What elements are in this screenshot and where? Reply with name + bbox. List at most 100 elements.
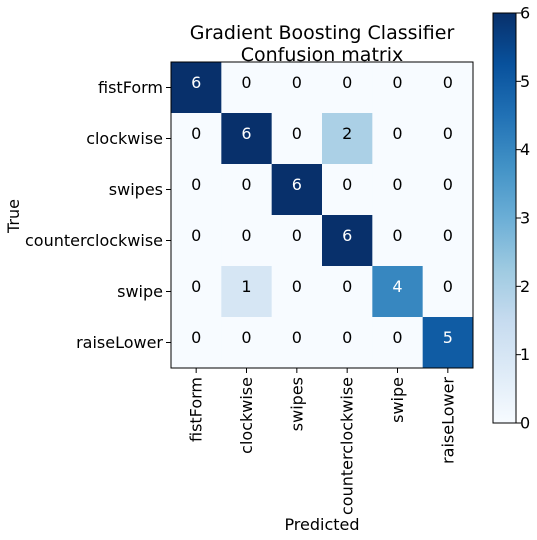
heatmap-cell-5-5 xyxy=(422,317,474,369)
cell-value-label: 0 xyxy=(443,175,453,194)
heatmap-cell-1-0 xyxy=(171,113,222,165)
cell-value-label: 0 xyxy=(241,175,251,194)
heatmap-cell-4-2 xyxy=(271,266,323,318)
heatmap-cell-2-5 xyxy=(422,164,474,216)
heatmap-cell-1-2 xyxy=(271,113,323,165)
colorbar-ticks: 0 1 2 3 4 5 6 xyxy=(516,4,530,433)
heatmap-cell-3-0 xyxy=(171,215,222,267)
heatmap-cell-4-1 xyxy=(221,266,273,318)
x-tick-label: clockwise xyxy=(237,377,256,454)
cell-value-label: 0 xyxy=(392,175,402,194)
cell-value-label: 0 xyxy=(191,175,201,194)
chart-title: Gradient Boosting Classifier xyxy=(190,22,455,44)
heatmap-cell-2-0 xyxy=(171,164,222,216)
heatmap-cell-0-5 xyxy=(422,62,474,114)
chart-subtitle: Confusion matrix xyxy=(241,44,403,66)
cell-value-label: 0 xyxy=(292,73,302,92)
heatmap-cell-5-2 xyxy=(271,317,323,369)
cell-value-label: 0 xyxy=(191,226,201,245)
plot-frame xyxy=(170,61,474,369)
cell-value-label: 0 xyxy=(392,226,402,245)
cell-value-label: 6 xyxy=(342,226,352,245)
y-tick-labels: fistForm clockwise swipes counterclockwise s… xyxy=(25,78,171,352)
cell-value-label: 0 xyxy=(191,124,201,143)
y-axis-label: True xyxy=(4,199,23,234)
cell-value-label: 1 xyxy=(241,277,251,296)
y-tick-label: clockwise xyxy=(86,129,163,148)
y-tick-label: counterclockwise xyxy=(25,231,163,250)
cell-value-label: 0 xyxy=(342,175,352,194)
heatmap-cell-2-4 xyxy=(372,164,424,216)
cell-value-label: 0 xyxy=(342,328,352,347)
colorbar-tick-label: 1 xyxy=(520,345,530,364)
colorbar-tick-label: 6 xyxy=(520,4,530,23)
cell-value-label: 0 xyxy=(392,328,402,347)
cell-value-label: 0 xyxy=(342,277,352,296)
heatmap-cell-4-0 xyxy=(171,266,222,318)
cell-value-label: 6 xyxy=(241,124,251,143)
heatmap-cell-5-1 xyxy=(221,317,273,369)
heatmap-cell-3-2 xyxy=(271,215,323,267)
heatmap-cell-0-3 xyxy=(322,62,373,114)
heatmap-cell-3-5 xyxy=(422,215,474,267)
heatmap-cell-0-1 xyxy=(221,62,273,114)
colorbar-tick-label: 3 xyxy=(520,209,530,228)
heatmap-cell-0-2 xyxy=(271,62,323,114)
cell-value-label: 0 xyxy=(443,277,453,296)
x-tick-label: swipes xyxy=(287,377,306,431)
heatmap-cell-2-1 xyxy=(221,164,273,216)
cell-value-label: 0 xyxy=(241,328,251,347)
y-tick-label: swipe xyxy=(117,282,163,301)
heatmap-cell-5-4 xyxy=(372,317,424,369)
heatmap-cell-2-3 xyxy=(322,164,373,216)
x-tick-label: fistForm xyxy=(187,377,206,442)
colorbar-tick-label: 0 xyxy=(520,414,530,433)
cell-value-label: 6 xyxy=(191,73,201,92)
cell-value-label: 0 xyxy=(191,277,201,296)
cell-value-label: 2 xyxy=(342,124,352,143)
y-tick-label: fistForm xyxy=(98,78,163,97)
x-tick-labels: fistForm clockwise swipes counterclockwise s… xyxy=(187,368,457,515)
cell-value-label: 0 xyxy=(443,226,453,245)
cell-value-label: 0 xyxy=(241,226,251,245)
cell-value-label: 0 xyxy=(292,328,302,347)
heatmap-cell-0-4 xyxy=(372,62,424,114)
colorbar-tick-label: 5 xyxy=(520,72,530,91)
cell-value-label: 0 xyxy=(241,73,251,92)
cell-value-label: 0 xyxy=(342,73,352,92)
heatmap-cell-4-4 xyxy=(372,266,424,318)
cell-value-label: 0 xyxy=(392,73,402,92)
cell-value-label: 0 xyxy=(392,124,402,143)
heatmap-cell-3-1 xyxy=(221,215,273,267)
cell-value-label: 0 xyxy=(443,73,453,92)
heatmap-cell-5-3 xyxy=(322,317,373,369)
heatmap-cell-1-1 xyxy=(221,113,273,165)
x-tick-label: raiseLower xyxy=(438,377,457,464)
heatmap-cell-1-4 xyxy=(372,113,424,165)
colorbar-tick-label: 4 xyxy=(520,140,530,159)
heatmap-cell-4-5 xyxy=(422,266,474,318)
colorbar xyxy=(492,12,517,424)
cell-value-label: 4 xyxy=(392,277,402,296)
x-axis-label: Predicted xyxy=(284,515,359,534)
cell-value-label: 5 xyxy=(443,328,453,347)
cell-value-label: 0 xyxy=(292,226,302,245)
heatmap-cells: 6 0 0 0 0 0 0 6 0 2 0 0 0 0 6 0 0 0 0 0 0 6 0 0 0 1 0 0 4 0 0 0 0 0 0 5 xyxy=(171,62,474,369)
x-tick-label: swipe xyxy=(388,377,407,423)
y-tick-label: raiseLower xyxy=(76,333,163,352)
heatmap-cell-4-3 xyxy=(322,266,373,318)
heatmap-cell-1-3 xyxy=(322,113,373,165)
colorbar-tick-label: 2 xyxy=(520,277,530,296)
heatmap-cell-3-3 xyxy=(322,215,373,267)
heatmap-cell-5-0 xyxy=(171,317,222,369)
heatmap-cell-1-5 xyxy=(422,113,474,165)
x-tick-label: counterclockwise xyxy=(338,377,357,515)
cell-value-label: 0 xyxy=(443,124,453,143)
cell-value-label: 0 xyxy=(292,124,302,143)
cell-value-label: 6 xyxy=(292,175,302,194)
cell-value-label: 0 xyxy=(292,277,302,296)
heatmap-cell-2-2 xyxy=(271,164,323,216)
heatmap-cell-0-0 xyxy=(171,62,222,114)
y-tick-label: swipes xyxy=(109,180,163,199)
